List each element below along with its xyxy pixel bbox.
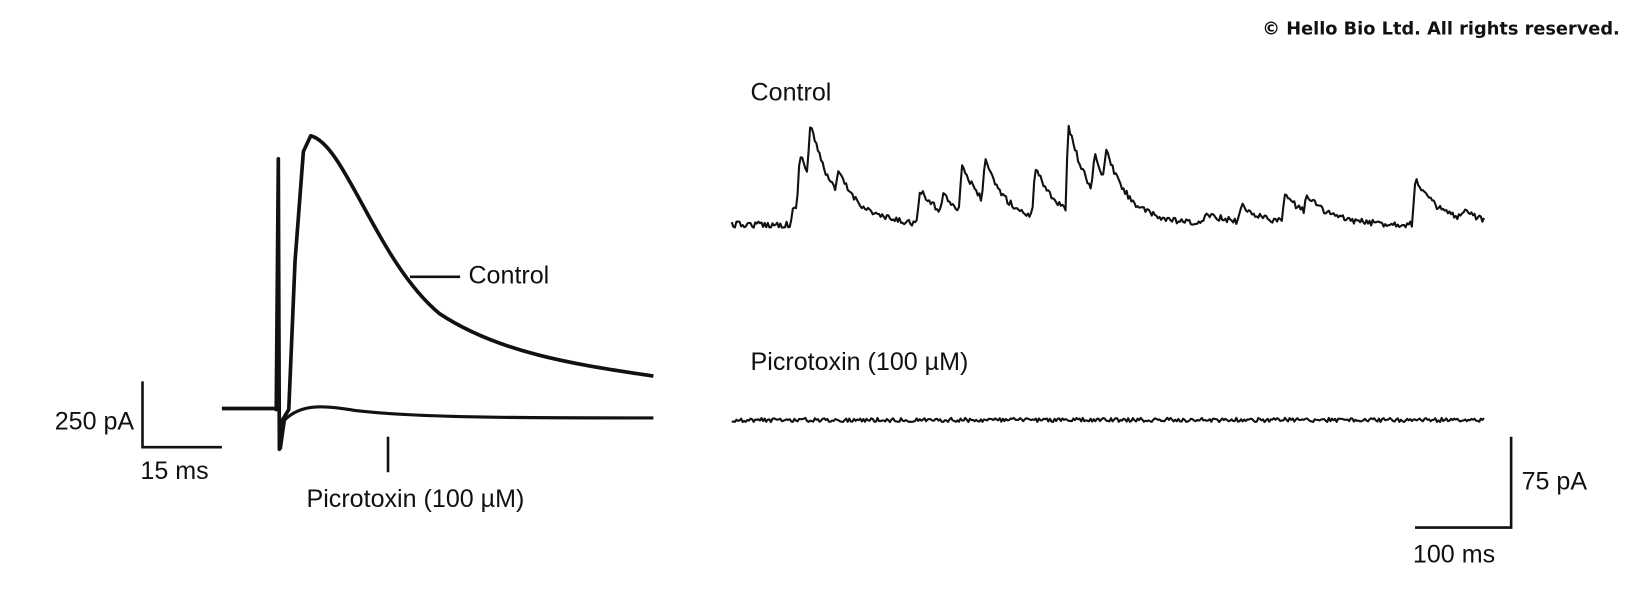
scale-y-label: 250 pA	[55, 408, 135, 436]
scale-bar	[1415, 436, 1513, 529]
picrotoxin-trace	[278, 405, 654, 450]
scale-x-label: 100 ms	[1413, 540, 1495, 568]
picrotoxin-label: Picrotoxin (100 µM)	[307, 485, 525, 513]
copyright: © Hello Bio Ltd. All rights reserved.	[1262, 19, 1619, 39]
control-label: Control	[468, 261, 549, 289]
control-trace	[730, 124, 1485, 229]
control-trace	[221, 133, 654, 452]
picrotoxin-label: Picrotoxin (100 µM)	[751, 348, 969, 376]
scale-x-label: 15 ms	[140, 457, 208, 485]
picrotoxin-trace	[731, 416, 1485, 424]
scale-bar	[141, 381, 222, 449]
scale-y-label: 75 pA	[1522, 467, 1588, 495]
control-label: Control	[751, 79, 832, 107]
